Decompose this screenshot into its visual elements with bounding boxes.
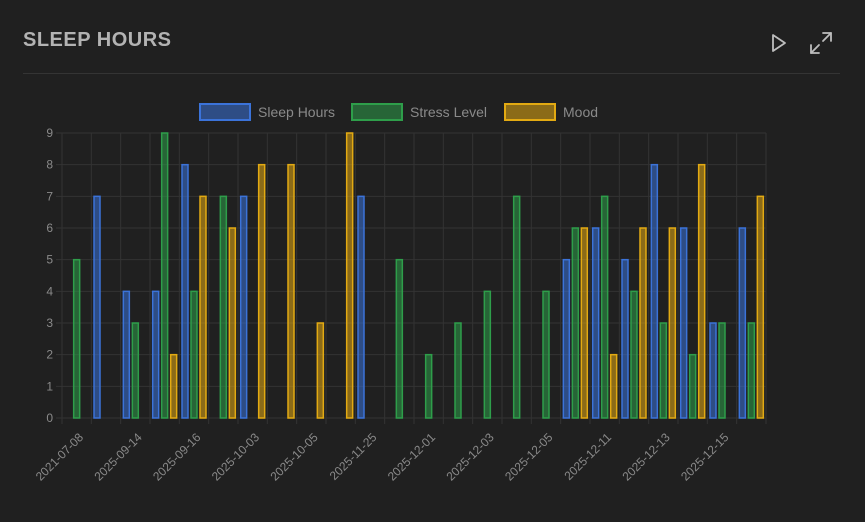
bar-stress-level[interactable]: [718, 322, 726, 419]
bar-mood[interactable]: [169, 353, 178, 419]
x-tick-label: 2025-10-05: [267, 430, 321, 484]
y-tick-label: 1: [46, 379, 53, 393]
bar-sleep-hours[interactable]: [591, 227, 600, 419]
x-tick-label: 2025-10-03: [209, 430, 263, 484]
x-tick-label: 2025-12-11: [561, 430, 614, 483]
bar-stress-level[interactable]: [160, 132, 169, 419]
bar-stress-level[interactable]: [571, 227, 580, 419]
bar-sleep-hours[interactable]: [562, 258, 571, 419]
x-tick-label: 2025-11-25: [327, 430, 380, 483]
legend-label: Sleep Hours: [258, 104, 335, 120]
bar-mood[interactable]: [345, 132, 354, 419]
legend-label: Stress Level: [410, 104, 487, 120]
bar-stress-level[interactable]: [688, 353, 697, 419]
y-tick-label: 2: [46, 348, 53, 362]
y-tick-label: 6: [46, 221, 53, 235]
bar-mood[interactable]: [609, 353, 618, 419]
bar-mood[interactable]: [639, 227, 647, 419]
bar-sleep-hours[interactable]: [239, 195, 248, 419]
bar-stress-level[interactable]: [483, 290, 492, 419]
header-divider: [23, 73, 840, 74]
bar-mood[interactable]: [257, 163, 266, 419]
bar-mood[interactable]: [316, 322, 325, 419]
grid-lines: [56, 132, 767, 424]
bar-mood[interactable]: [697, 163, 706, 419]
bar-stress-level[interactable]: [395, 258, 404, 419]
legend-swatch: [351, 103, 403, 121]
x-tick-label: 2021-07-08: [33, 430, 87, 484]
bar-stress-level[interactable]: [512, 195, 521, 419]
bar-sleep-hours[interactable]: [122, 290, 131, 419]
bar-mood[interactable]: [756, 195, 765, 419]
bar-mood[interactable]: [199, 195, 207, 419]
legend-label: Mood: [563, 104, 598, 120]
bar-stress-level[interactable]: [131, 322, 140, 419]
x-tick-label: 2025-09-16: [150, 430, 204, 484]
bar-stress-level[interactable]: [600, 195, 609, 419]
bar-stress-level[interactable]: [72, 258, 81, 419]
y-axis-ticks: 0 1 2 3 4 5 6 7 8 9: [46, 126, 53, 425]
play-button[interactable]: [763, 28, 793, 58]
bar-sleep-hours[interactable]: [738, 227, 747, 419]
x-tick-label: 2025-12-05: [502, 430, 556, 484]
bar-stress-level[interactable]: [424, 353, 433, 419]
bar-stress-level[interactable]: [542, 290, 550, 419]
chart-legend: Sleep Hours Stress Level Mood: [199, 103, 598, 121]
bar-stress-level[interactable]: [454, 322, 462, 419]
y-tick-label: 7: [46, 189, 53, 203]
legend-item-sleep-hours[interactable]: Sleep Hours: [199, 103, 335, 121]
bar-sleep-hours[interactable]: [650, 163, 659, 419]
bar-sleep-hours[interactable]: [621, 258, 629, 419]
bar-stress-level[interactable]: [219, 195, 228, 419]
bar-sleep-hours[interactable]: [181, 163, 189, 419]
x-axis-ticks: 2021-07-08 2025-09-14 2025-09-16 2025-10-03…: [33, 430, 732, 484]
legend-swatch: [504, 103, 556, 121]
bar-stress-level[interactable]: [630, 290, 638, 419]
x-tick-label: 2025-12-01: [385, 430, 439, 484]
legend-swatch: [199, 103, 251, 121]
x-tick-label: 2025-12-15: [678, 430, 732, 484]
bar-stress-level[interactable]: [190, 290, 198, 419]
bar-stress-level[interactable]: [659, 322, 668, 419]
bar-sleep-hours[interactable]: [679, 227, 688, 419]
bar-sleep-hours[interactable]: [151, 290, 160, 419]
chart-title: SLEEP HOURS: [23, 29, 172, 51]
y-tick-label: 9: [46, 126, 53, 140]
bar-mood[interactable]: [580, 227, 589, 419]
bar-sleep-hours[interactable]: [357, 195, 365, 419]
x-tick-label: 2025-09-14: [91, 430, 145, 484]
expand-icon: [810, 32, 832, 54]
expand-button[interactable]: [806, 28, 836, 58]
bar-sleep-hours[interactable]: [709, 322, 717, 419]
y-tick-label: 5: [46, 253, 53, 267]
bar-mood[interactable]: [668, 227, 677, 419]
y-tick-label: 4: [46, 284, 53, 298]
bar-mood[interactable]: [228, 227, 237, 419]
bar-sleep-hours[interactable]: [93, 195, 101, 419]
bar-mood[interactable]: [287, 163, 295, 419]
legend-item-mood[interactable]: Mood: [504, 103, 598, 121]
legend-item-stress-level[interactable]: Stress Level: [351, 103, 487, 121]
bar-stress-level[interactable]: [747, 322, 756, 419]
y-tick-label: 0: [46, 411, 53, 425]
play-icon: [772, 34, 786, 52]
x-tick-label: 2025-12-03: [443, 430, 497, 484]
chart-bars: [72, 132, 765, 419]
y-tick-label: 8: [46, 158, 53, 172]
y-tick-label: 3: [46, 316, 53, 330]
x-tick-label: 2025-12-13: [619, 430, 673, 484]
